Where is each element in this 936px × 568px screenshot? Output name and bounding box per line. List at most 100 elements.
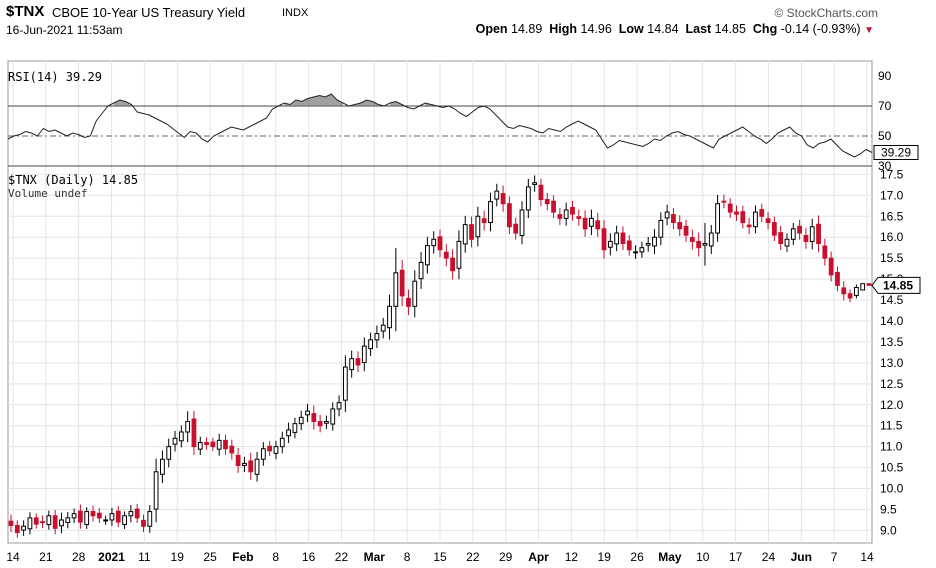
- rsi-panel: [7, 93, 873, 167]
- x-tick-label: Feb: [232, 550, 253, 564]
- candle-body: [248, 460, 254, 473]
- candle-body: [488, 201, 493, 224]
- candle-body: [235, 454, 241, 467]
- candle: [771, 216, 777, 241]
- candle-body: [298, 416, 304, 425]
- candle-body: [311, 413, 317, 423]
- candle: [790, 222, 796, 246]
- candle: [349, 350, 355, 378]
- candle: [33, 513, 39, 529]
- candle-body: [683, 225, 689, 236]
- candle-body: [160, 458, 165, 475]
- candle-body: [620, 232, 626, 244]
- candle-body: [828, 257, 834, 276]
- candle-body: [677, 222, 683, 230]
- candle-body: [324, 421, 329, 424]
- candle-body: [462, 224, 468, 245]
- x-tick-label: 16: [302, 550, 316, 564]
- grid-lines: [7, 60, 873, 544]
- candle: [191, 410, 197, 455]
- candle: [21, 520, 27, 536]
- candle-body: [847, 293, 853, 299]
- y-axis: 907050301039.2917.517.016.516.015.515.01…: [871, 69, 921, 537]
- candle-body: [551, 200, 556, 213]
- candle-body: [557, 214, 563, 219]
- candle-body: [380, 324, 386, 332]
- candle-body: [816, 223, 821, 244]
- candle-body: [853, 286, 859, 296]
- candle: [607, 233, 613, 256]
- candle: [671, 207, 676, 230]
- rsi-last-box: [873, 145, 919, 160]
- price-y-tick: 14.5: [880, 293, 904, 307]
- candle: [853, 284, 859, 299]
- candle-body: [702, 242, 708, 246]
- candle: [292, 417, 298, 439]
- candle-body: [65, 517, 71, 523]
- candle: [835, 266, 840, 292]
- candle-body: [532, 182, 538, 185]
- candle-body: [361, 345, 367, 363]
- candle-body: [109, 513, 115, 521]
- x-tick-label: 8: [272, 550, 279, 564]
- x-tick-label: Apr: [528, 550, 549, 564]
- x-tick-label: 26: [630, 550, 644, 564]
- price-y-tick: 12.5: [880, 377, 904, 391]
- candle: [803, 228, 809, 249]
- candle: [639, 241, 645, 258]
- price-y-tick: 9.0: [880, 523, 897, 537]
- candle: [406, 289, 411, 316]
- price-last-box: [871, 276, 921, 294]
- candle: [103, 515, 109, 525]
- open-label: Open: [475, 22, 508, 36]
- candle: [374, 325, 380, 348]
- candle-body: [368, 339, 373, 350]
- candle-body: [443, 251, 449, 259]
- candle: [134, 503, 140, 523]
- candle: [324, 415, 329, 430]
- x-tick-label: 19: [598, 550, 612, 564]
- candle: [437, 229, 443, 258]
- price-y-tick: 10.0: [880, 482, 904, 496]
- candle: [380, 317, 386, 339]
- candle: [551, 195, 556, 218]
- candle-body: [759, 209, 765, 217]
- x-tick-label: 7: [831, 550, 838, 564]
- candle-body: [27, 517, 33, 530]
- price-last-label: 14.85: [883, 278, 913, 292]
- candle: [115, 506, 121, 528]
- x-tick-label: 28: [72, 550, 86, 564]
- candle: [248, 452, 254, 480]
- brand-watermark[interactable]: © StockCharts.com: [774, 6, 878, 20]
- candle: [784, 233, 790, 252]
- candle-body: [317, 421, 323, 427]
- chg-value: -0.14 (-0.93%): [780, 22, 861, 36]
- candle: [166, 438, 172, 468]
- candle: [507, 196, 512, 235]
- candle-body: [626, 240, 632, 251]
- candle-body: [8, 520, 14, 526]
- candle-body: [481, 218, 487, 224]
- security-name: CBOE 10-Year US Treasury Yield: [52, 5, 246, 20]
- candle: [317, 414, 323, 433]
- candle: [481, 210, 487, 231]
- candle: [696, 232, 702, 257]
- candle-body: [197, 441, 203, 450]
- candle: [52, 509, 58, 535]
- candle: [702, 222, 708, 266]
- candle-body: [639, 247, 645, 253]
- x-tick-label: 21: [39, 550, 53, 564]
- candle: [153, 458, 159, 523]
- candle: [330, 402, 336, 431]
- candle-body: [456, 240, 462, 269]
- candle-body: [412, 280, 418, 307]
- candle: [267, 441, 273, 456]
- candle-body: [563, 209, 569, 219]
- candle: [412, 270, 418, 318]
- candle-body: [589, 217, 594, 227]
- candle: [235, 448, 241, 473]
- candle: [734, 205, 739, 221]
- candle: [361, 337, 367, 372]
- candle-body: [652, 236, 657, 247]
- candle: [84, 507, 90, 529]
